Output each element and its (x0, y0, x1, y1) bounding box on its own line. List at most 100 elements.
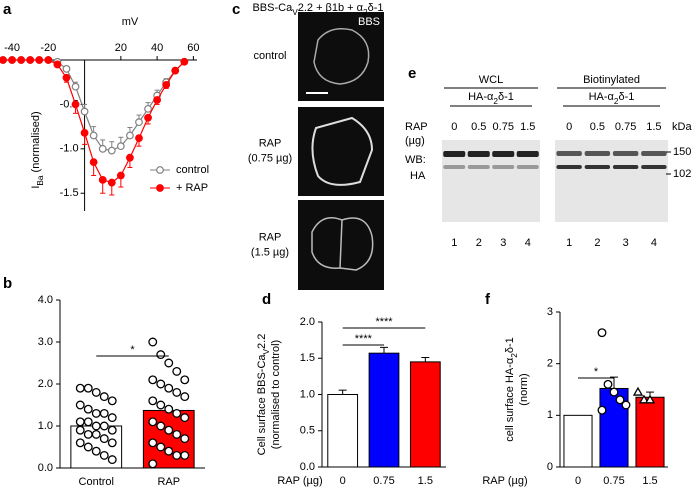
point (148, 375, 158, 385)
protein-label-part: HA-α (468, 91, 494, 103)
point (8, 56, 16, 64)
point (148, 417, 158, 427)
y-axis-label-part: Cell surface BBS-Ca (256, 354, 268, 456)
point (75, 383, 85, 393)
point (116, 171, 125, 180)
protein-label-part: 2 (614, 97, 619, 106)
bar (327, 394, 359, 468)
x-tick-label: -20 (40, 42, 56, 54)
point (80, 128, 89, 137)
x-tick-label: Control (79, 476, 114, 488)
point (171, 66, 180, 75)
y-axis-label: (norm) (518, 373, 530, 405)
point (91, 429, 101, 439)
point (107, 438, 117, 448)
y-tick-label: 3.0 (38, 336, 53, 348)
protein-label-part: δ-1 (619, 91, 635, 103)
cell-outline (311, 217, 374, 271)
point (126, 131, 134, 140)
point (75, 438, 85, 448)
y-axis-label: (normalised to control) (270, 340, 282, 449)
y-axis-label: Cell surface BBS-CaV2.2 (256, 334, 271, 456)
point (44, 56, 53, 64)
band (492, 165, 515, 169)
x-tick-label: 0.75 (603, 475, 624, 487)
x-tick-label: 0 (340, 475, 346, 487)
point (83, 383, 93, 393)
point (162, 80, 171, 89)
dose-label: 0.75 (493, 121, 514, 133)
point (180, 434, 190, 444)
size-label: 150 (673, 146, 691, 158)
dose-label: 1.5 (520, 121, 535, 133)
point (172, 366, 182, 376)
point (89, 158, 98, 167)
y-axis-label-part: V (262, 348, 271, 354)
bar (635, 396, 665, 468)
point (144, 113, 152, 122)
point (164, 425, 174, 435)
panel-label: d (262, 291, 271, 308)
image (298, 12, 384, 101)
lane-label: 3 (623, 237, 629, 249)
point (62, 73, 71, 82)
point (144, 104, 152, 113)
band (584, 165, 611, 169)
point (172, 387, 182, 397)
x-tick-label: 20 (115, 42, 127, 54)
band (556, 165, 582, 169)
point (91, 387, 101, 397)
x-axis-label: RAP (µg) (482, 475, 527, 487)
point (107, 455, 117, 465)
x-tick-label: 1.5 (642, 475, 657, 487)
point (75, 417, 85, 427)
panel-title-part: BBS-Ca (252, 2, 293, 14)
panel-label: c (232, 1, 240, 18)
row-label: RAP (259, 231, 282, 243)
row-label: control (253, 50, 286, 62)
protein-label: HA-α2δ-1 (589, 91, 635, 106)
point (91, 408, 101, 418)
point (156, 350, 166, 360)
panel-label: a (3, 1, 12, 18)
group-label: WCL (479, 74, 503, 86)
point (156, 379, 166, 389)
lane-label: 1 (451, 237, 457, 249)
point (644, 394, 656, 404)
dose-label: 0.5 (471, 121, 486, 133)
legend-marker (156, 166, 164, 174)
point (91, 421, 101, 431)
y-tick-label: 2.0 (38, 378, 53, 390)
point (156, 421, 166, 431)
wb-label: HA (410, 170, 426, 182)
lane-label: 4 (651, 237, 657, 249)
point (107, 413, 117, 423)
point (83, 442, 93, 452)
point (148, 438, 158, 448)
lane-label: 1 (566, 237, 572, 249)
row-label: (µg) (405, 135, 425, 147)
band (556, 151, 582, 156)
significance-label: * (594, 366, 599, 378)
point (603, 379, 613, 389)
legend-marker (156, 184, 164, 192)
micrographs (298, 12, 384, 290)
point (83, 429, 93, 439)
panel-title-part: δ-1 (368, 2, 384, 14)
bar (368, 352, 400, 468)
band (641, 151, 667, 156)
lane-label: 4 (525, 237, 531, 249)
dose-label: 0 (451, 121, 457, 133)
band (612, 165, 639, 169)
group-label: Biotinylated (583, 74, 640, 86)
x-tick-label: 60 (187, 42, 199, 54)
y-tick-label: 2.0 (300, 316, 315, 328)
y-tick-label: 0.0 (38, 462, 53, 474)
y-axis-label: IBa (normalised) (30, 111, 45, 188)
point (180, 413, 190, 423)
legend-label: + RAP (176, 182, 208, 194)
point (107, 396, 117, 406)
panel-label: e (408, 65, 416, 82)
point (135, 134, 143, 143)
point (148, 337, 158, 347)
